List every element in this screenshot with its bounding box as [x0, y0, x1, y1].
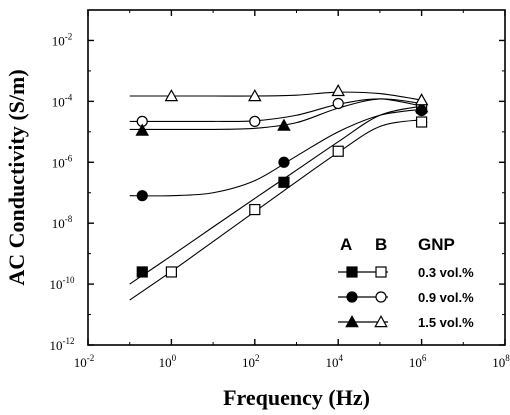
y-tick-label: 10-4	[52, 92, 73, 109]
data-point-15-a	[414, 100, 429, 113]
data-markers	[135, 83, 429, 278]
legend: A B GNP 0.3 vol.% 0.9 vol.% 1.5 vol.%	[338, 235, 474, 330]
y-tick-label: 10-8	[52, 214, 73, 231]
fit-line-09-a	[129, 108, 422, 197]
x-axis-title: Frequency (Hz)	[223, 385, 370, 410]
legend-header-gnp: GNP	[418, 235, 455, 254]
fit-line-03-a	[129, 105, 422, 285]
fit-line-09-b	[129, 98, 422, 122]
data-point-09-b	[249, 115, 261, 127]
x-tick-label: 108	[492, 353, 510, 370]
data-point-03-a	[136, 266, 148, 278]
x-tick-label: 10-2	[74, 353, 95, 370]
x-tick-label: 104	[325, 353, 343, 370]
y-axis-title: AC Conductivity (S/m)	[4, 69, 29, 285]
legend-marker-b	[374, 315, 388, 328]
data-point-15-a	[135, 123, 150, 136]
y-tick-label: 10-12	[50, 336, 75, 353]
legend-marker-b	[375, 291, 387, 303]
data-point-03-b	[332, 145, 344, 157]
x-tick-label: 106	[409, 353, 427, 370]
legend-label: 0.9 vol.%	[418, 290, 474, 305]
legend-label: 0.3 vol.%	[418, 265, 474, 280]
legend-header-a: A	[340, 235, 352, 254]
x-tick-label: 102	[242, 353, 259, 370]
data-point-09-a	[278, 156, 290, 168]
data-point-03-b	[165, 266, 177, 278]
data-point-15-b	[164, 89, 179, 102]
data-point-09-a	[136, 190, 148, 202]
data-point-15-b	[248, 89, 262, 102]
data-point-03-b	[416, 116, 428, 128]
data-point-09-b	[332, 97, 344, 110]
legend-marker-a	[346, 291, 358, 303]
fit-line-15-a	[129, 98, 422, 131]
y-tick-label: 10-2	[52, 31, 73, 48]
legend-header-b: B	[375, 235, 387, 254]
y-tick-label: 10-6	[52, 153, 73, 170]
legend-marker-a	[345, 315, 359, 328]
data-point-03-b	[249, 203, 261, 216]
x-tick-label: 100	[159, 353, 177, 370]
legend-marker-b	[375, 266, 387, 278]
data-point-03-a	[278, 176, 290, 188]
data-point-15-b	[414, 93, 429, 106]
legend-marker-a	[346, 266, 358, 278]
data-point-15-b	[331, 83, 345, 97]
legend-label: 1.5 vol.%	[418, 315, 474, 330]
data-point-15-a	[277, 118, 291, 131]
y-tick-label: 10-10	[50, 275, 75, 292]
axis-ticks: 10-2 100 102 104 106 108 10-2 10-4 10-6 10-8 10-10…	[50, 10, 510, 370]
